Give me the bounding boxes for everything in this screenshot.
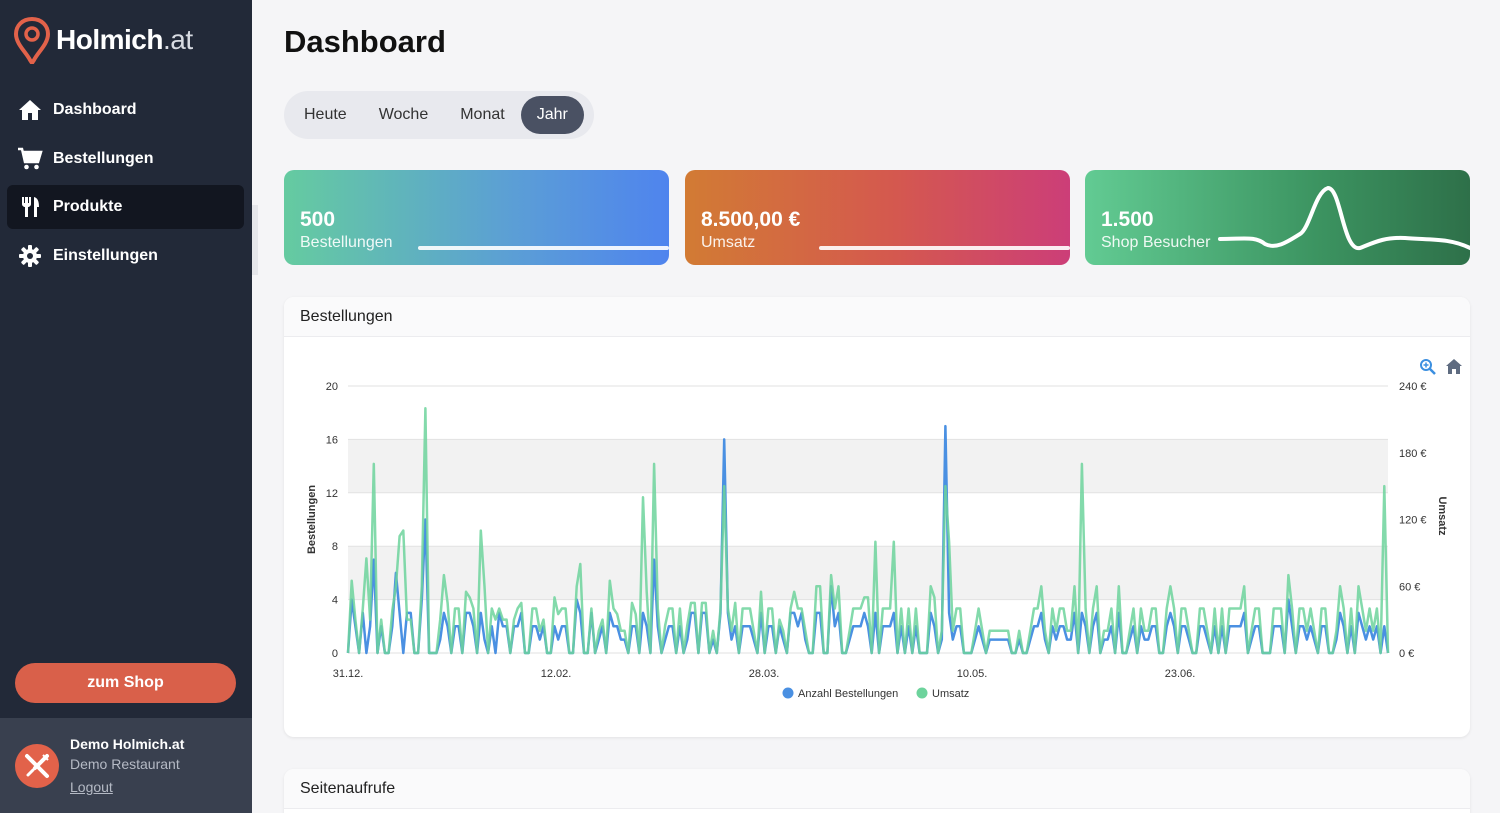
tab-woche[interactable]: Woche — [378, 106, 429, 123]
x-tick-label: 10.05. — [957, 668, 988, 680]
orders-chart-panel: Bestellungen 0 4 8 12 16 20 0 € 60 € 120 € 180 € 2… — [284, 297, 1470, 737]
pageviews-panel: Seitenaufrufe — [284, 769, 1470, 813]
stat-value: 8.500,00 € — [701, 208, 801, 231]
stat-card-visitors[interactable]: 1.500 Shop Besucher — [1085, 170, 1470, 265]
y-tick-label: 20 — [326, 381, 338, 393]
y-tick-label: 8 — [332, 541, 338, 553]
grid-band — [348, 546, 1388, 600]
panel-title: Bestellungen — [284, 297, 1470, 337]
y-right-tick-label: 0 € — [1399, 648, 1414, 660]
y-right-tick-label: 60 € — [1399, 581, 1420, 593]
y-tick-label: 4 — [332, 595, 338, 607]
period-tabs: Heute Woche Monat Jahr — [284, 91, 594, 139]
stat-card-revenue[interactable]: 8.500,00 € Umsatz — [685, 170, 1070, 265]
zoom-icon[interactable] — [1420, 359, 1436, 375]
stat-card-orders[interactable]: 500 Bestellungen — [284, 170, 669, 265]
fork-knife-icon — [17, 194, 43, 220]
location-pin-icon — [14, 16, 50, 64]
legend-marker — [782, 687, 794, 699]
sidebar-item-label: Einstellungen — [53, 246, 158, 264]
stat-value: 1.500 — [1101, 208, 1154, 231]
x-tick-label: 28.03. — [749, 668, 780, 680]
gear-icon — [17, 243, 43, 269]
sidebar-item-label: Bestellungen — [53, 149, 154, 167]
stat-value: 500 — [300, 208, 336, 231]
x-tick-label: 12.02. — [541, 668, 572, 680]
y-tick-label: 16 — [326, 434, 338, 446]
logout-link[interactable]: Logout — [70, 779, 113, 795]
x-tick-label: 23.06. — [1165, 668, 1196, 680]
home-icon[interactable] — [1446, 359, 1462, 374]
legend-marker — [916, 687, 928, 699]
legend-label: Umsatz — [932, 688, 969, 700]
restaurant-name: Demo Restaurant — [70, 756, 180, 772]
sidebar-item-label: Dashboard — [53, 101, 137, 118]
cart-icon — [17, 146, 43, 172]
panel-title: Seitenaufrufe — [284, 769, 1470, 809]
stat-label: Umsatz — [701, 234, 756, 251]
y-right-tick-label: 240 € — [1399, 381, 1427, 393]
y-tick-label: 12 — [326, 488, 338, 500]
sidebar-nav: Dashboard Bestellungen Produkte Einstell… — [7, 88, 244, 282]
orders-chart: 0 4 8 12 16 20 0 € 60 € 120 € 180 € 240 € 31.12. 12.… — [306, 359, 1462, 700]
brand-name: Holmich.at — [56, 24, 193, 55]
sidebar-item-label: Produkte — [53, 198, 123, 215]
sidebar: Holmich.at Dashboard Bestellungen Produk… — [0, 0, 252, 813]
fork-knife-icon — [25, 754, 49, 778]
brand-logo[interactable]: Holmich.at — [14, 16, 193, 64]
stat-label: Shop Besucher — [1101, 234, 1211, 251]
avatar[interactable] — [15, 744, 59, 788]
user-panel: Demo Holmich.at Demo Restaurant Logout — [0, 718, 252, 813]
y-tick-label: 0 — [332, 648, 338, 660]
sidebar-item-einstellungen[interactable]: Einstellungen — [7, 234, 244, 278]
series-line-umsatz — [346, 407, 1390, 655]
sidebar-scrollbar[interactable] — [252, 205, 258, 275]
grid-band — [348, 439, 1388, 493]
user-name: Demo Holmich.at — [70, 736, 185, 752]
sidebar-item-dashboard[interactable]: Dashboard — [7, 88, 244, 132]
zum-shop-button[interactable]: zum Shop — [15, 663, 236, 703]
y-right-axis-label: Umsatz — [1436, 496, 1448, 536]
legend-label: Anzahl Bestellungen — [798, 688, 898, 700]
y-axis-label: Bestellungen — [306, 485, 318, 554]
home-icon — [17, 97, 43, 123]
page-title: Dashboard — [284, 24, 446, 59]
stat-label: Bestellungen — [300, 234, 393, 251]
x-tick-label: 31.12. — [333, 668, 364, 680]
tab-monat[interactable]: Monat — [460, 106, 505, 123]
tab-heute[interactable]: Heute — [304, 106, 347, 123]
sidebar-item-bestellungen[interactable]: Bestellungen — [7, 137, 244, 181]
y-right-tick-label: 120 € — [1399, 515, 1427, 527]
stat-sparkline — [1218, 185, 1470, 250]
stat-sparkline — [819, 246, 1070, 250]
sidebar-item-produkte[interactable]: Produkte — [7, 185, 244, 229]
y-right-tick-label: 180 € — [1399, 448, 1427, 460]
tab-jahr[interactable]: Jahr — [520, 96, 584, 134]
stat-sparkline — [418, 246, 669, 250]
